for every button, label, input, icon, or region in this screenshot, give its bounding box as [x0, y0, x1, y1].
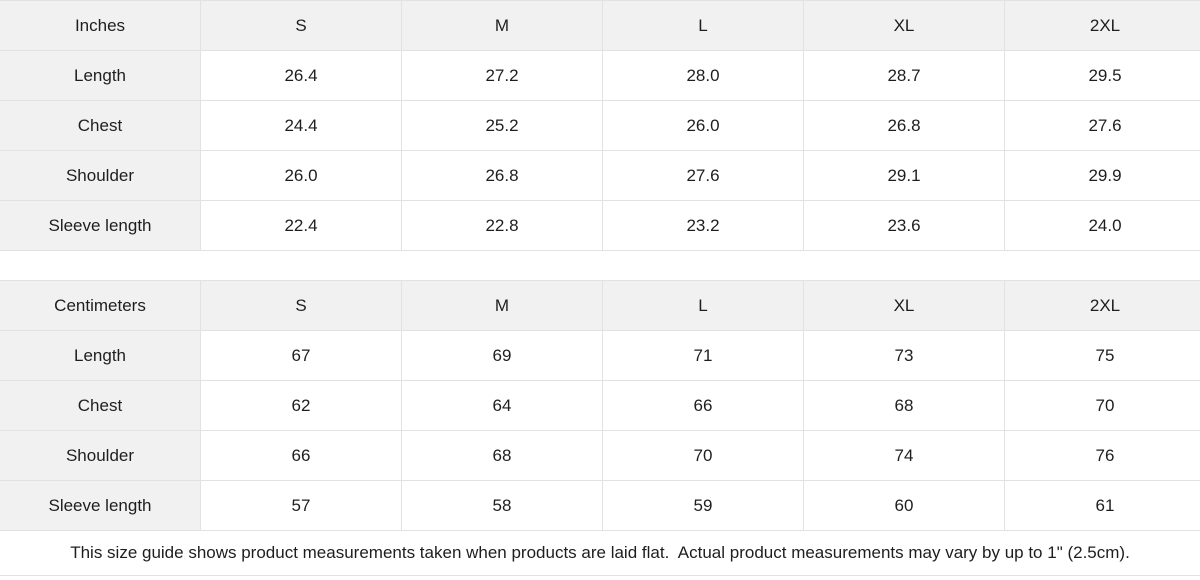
value-cell: 74: [803, 430, 1005, 481]
value-cell: 26.0: [602, 100, 804, 151]
row-label-cell: Sleeve length: [0, 200, 201, 251]
size-col-header: S: [200, 280, 402, 331]
value-cell: 23.6: [803, 200, 1005, 251]
table-row-chest: Chest 62 64 66 68 70: [0, 380, 1200, 431]
value-cell: 66: [602, 380, 804, 431]
value-cell: 26.8: [401, 150, 603, 201]
value-cell: 71: [602, 330, 804, 381]
value-cell: 29.9: [1004, 150, 1200, 201]
table-row-sleeve-length: Sleeve length 57 58 59 60 61: [0, 480, 1200, 531]
size-col-header: S: [200, 0, 402, 51]
row-label-cell: Chest: [0, 380, 201, 431]
value-cell: 24.0: [1004, 200, 1200, 251]
unit-label-cell: Centimeters: [0, 280, 201, 331]
value-cell: 58: [401, 480, 603, 531]
value-cell: 75: [1004, 330, 1200, 381]
value-cell: 69: [401, 330, 603, 381]
table-row-length: Length 67 69 71 73 75: [0, 330, 1200, 381]
size-guide-note: This size guide shows product measuremen…: [0, 531, 1200, 576]
size-col-header: M: [401, 280, 603, 331]
row-label-cell: Shoulder: [0, 430, 201, 481]
value-cell: 57: [200, 480, 402, 531]
size-col-header: 2XL: [1004, 0, 1200, 51]
value-cell: 62: [200, 380, 402, 431]
value-cell: 64: [401, 380, 603, 431]
value-cell: 23.2: [602, 200, 804, 251]
value-cell: 68: [803, 380, 1005, 431]
value-cell: 28.7: [803, 50, 1005, 101]
size-table-centimeters: Centimeters S M L XL 2XL Length 67 69 71…: [0, 280, 1200, 531]
value-cell: 60: [803, 480, 1005, 531]
row-label-cell: Length: [0, 50, 201, 101]
unit-label-cell: Inches: [0, 0, 201, 51]
value-cell: 61: [1004, 480, 1200, 531]
size-col-header: M: [401, 0, 603, 51]
value-cell: 68: [401, 430, 603, 481]
value-cell: 24.4: [200, 100, 402, 151]
value-cell: 26.0: [200, 150, 402, 201]
value-cell: 27.6: [1004, 100, 1200, 151]
row-label-cell: Chest: [0, 100, 201, 151]
size-col-header: L: [602, 280, 804, 331]
value-cell: 70: [602, 430, 804, 481]
header-row: Centimeters S M L XL 2XL: [0, 280, 1200, 331]
row-label-cell: Length: [0, 330, 201, 381]
value-cell: 67: [200, 330, 402, 381]
value-cell: 66: [200, 430, 402, 481]
value-cell: 25.2: [401, 100, 603, 151]
value-cell: 70: [1004, 380, 1200, 431]
value-cell: 22.4: [200, 200, 402, 251]
value-cell: 73: [803, 330, 1005, 381]
size-col-header: XL: [803, 0, 1005, 51]
value-cell: 26.8: [803, 100, 1005, 151]
value-cell: 26.4: [200, 50, 402, 101]
size-table-inches: Inches S M L XL 2XL Length 26.4 27.2 28.…: [0, 0, 1200, 251]
value-cell: 27.2: [401, 50, 603, 101]
size-col-header: L: [602, 0, 804, 51]
row-label-cell: Shoulder: [0, 150, 201, 201]
table-row-shoulder: Shoulder 26.0 26.8 27.6 29.1 29.9: [0, 150, 1200, 201]
size-col-header: XL: [803, 280, 1005, 331]
value-cell: 29.1: [803, 150, 1005, 201]
value-cell: 28.0: [602, 50, 804, 101]
size-col-header: 2XL: [1004, 280, 1200, 331]
table-row-shoulder: Shoulder 66 68 70 74 76: [0, 430, 1200, 481]
value-cell: 29.5: [1004, 50, 1200, 101]
value-cell: 59: [602, 480, 804, 531]
value-cell: 27.6: [602, 150, 804, 201]
table-row-sleeve-length: Sleeve length 22.4 22.8 23.2 23.6 24.0: [0, 200, 1200, 251]
value-cell: 22.8: [401, 200, 603, 251]
value-cell: 76: [1004, 430, 1200, 481]
table-row-length: Length 26.4 27.2 28.0 28.7 29.5: [0, 50, 1200, 101]
header-row: Inches S M L XL 2XL: [0, 0, 1200, 51]
table-spacer: [0, 251, 1200, 280]
table-row-chest: Chest 24.4 25.2 26.0 26.8 27.6: [0, 100, 1200, 151]
row-label-cell: Sleeve length: [0, 480, 201, 531]
